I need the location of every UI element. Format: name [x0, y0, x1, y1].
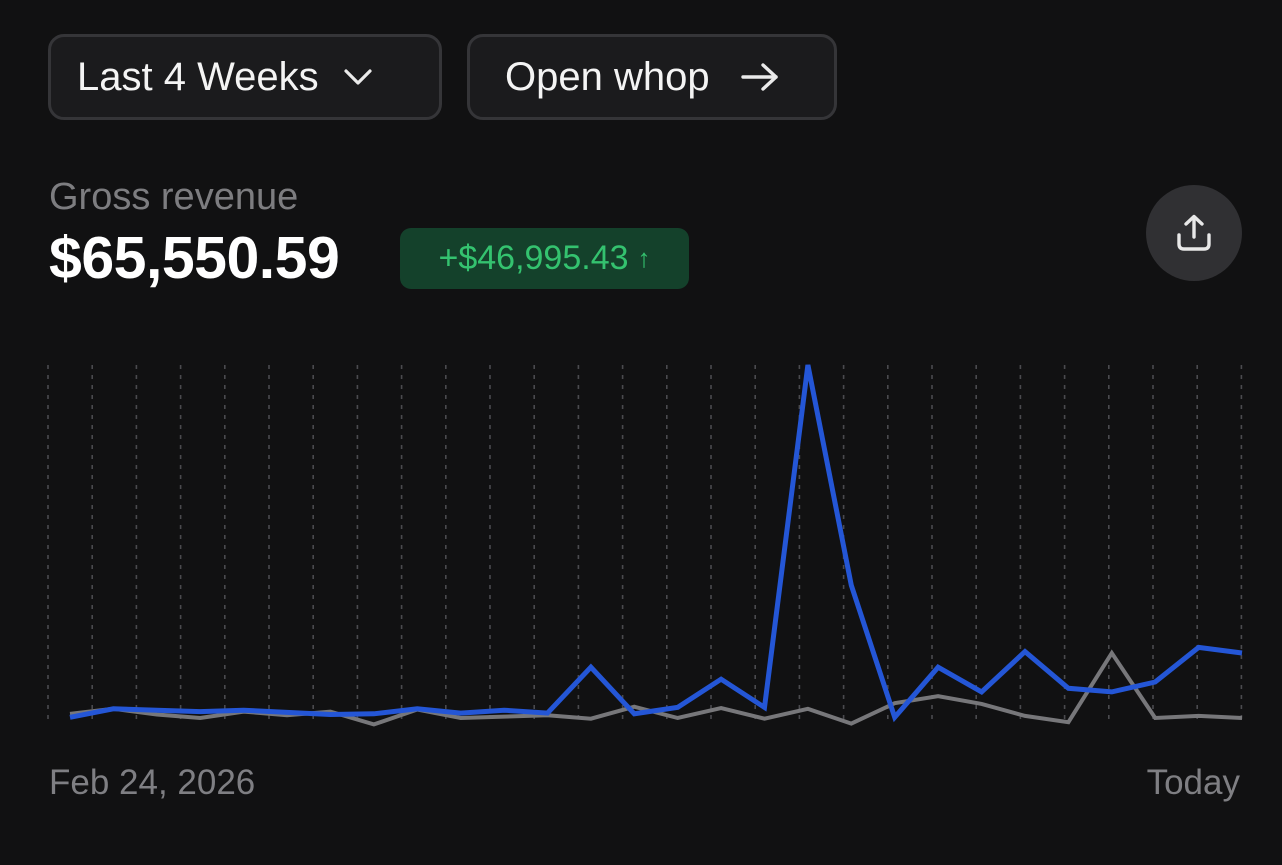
x-axis-start-label: Feb 24, 2026	[49, 763, 256, 802]
open-whop-button[interactable]: Open whop	[467, 34, 837, 120]
x-axis-end-label: Today	[1146, 763, 1240, 802]
revenue-change-badge: +$46,995.43 ↑	[400, 228, 689, 289]
metric-label: Gross revenue	[49, 176, 299, 218]
date-range-dropdown[interactable]: Last 4 Weeks	[48, 34, 442, 120]
revenue-line-chart	[47, 364, 1243, 727]
arrow-up-icon: ↑	[637, 243, 651, 273]
date-range-label: Last 4 Weeks	[77, 54, 319, 99]
open-whop-label: Open whop	[505, 54, 710, 99]
chevron-down-icon	[343, 68, 373, 86]
revenue-change-value: +$46,995.43	[438, 239, 629, 277]
arrow-right-icon	[740, 62, 780, 92]
share-button[interactable]	[1146, 185, 1242, 281]
chart-gridlines	[47, 365, 1243, 725]
chart-series	[69, 364, 1243, 727]
gross-revenue-value: $65,550.59	[49, 225, 340, 291]
share-icon	[1174, 213, 1214, 253]
current-period-line	[69, 364, 1243, 723]
